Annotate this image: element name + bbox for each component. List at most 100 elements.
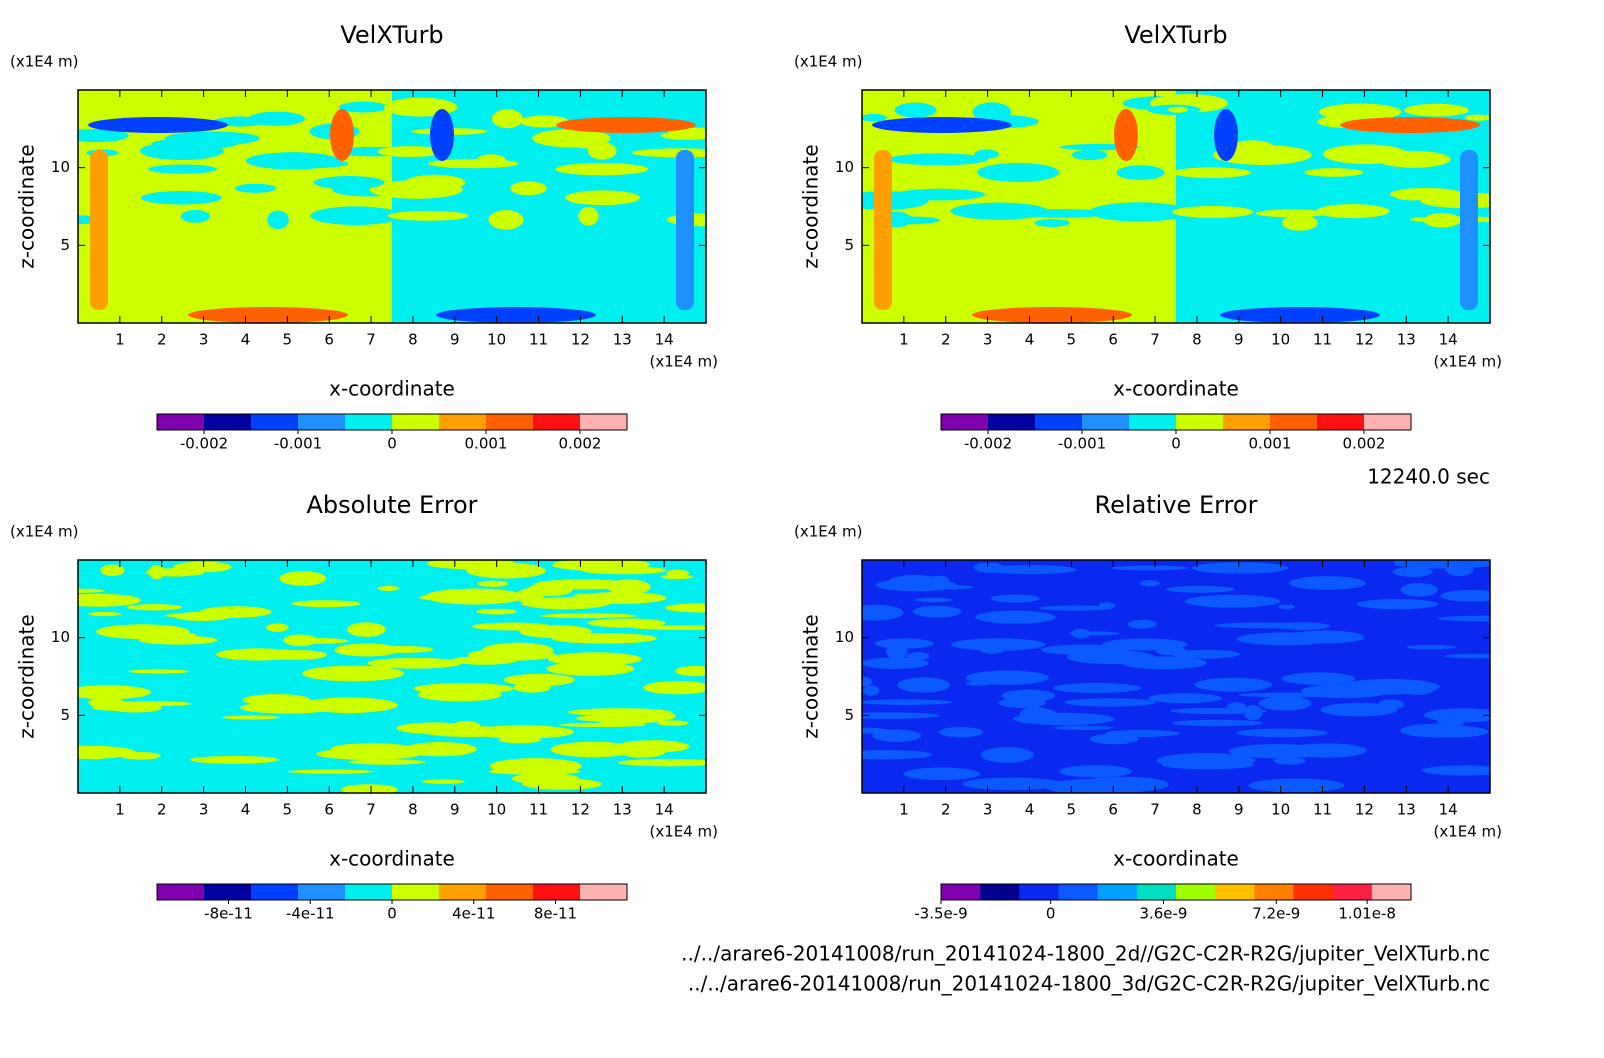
colorbar-tick-label: 7.2e-9 — [1252, 905, 1300, 923]
contour-region — [300, 697, 398, 713]
contour-region — [604, 744, 639, 755]
x-tick-label: 8 — [1192, 331, 1202, 349]
contour-region — [390, 747, 446, 755]
x-tick-label: 12 — [1355, 331, 1374, 349]
contour-region — [78, 685, 151, 700]
y-tick-label: 10 — [835, 628, 854, 646]
contour-region — [1258, 696, 1312, 711]
contour-region — [180, 209, 211, 223]
y-unit: (x1E4 m) — [794, 53, 863, 71]
colorbar-segment — [1270, 414, 1318, 430]
contour-region — [1040, 644, 1129, 656]
colorbar-segment — [1176, 884, 1216, 900]
contour-region — [862, 712, 940, 719]
contour-region — [1289, 576, 1366, 590]
contour-region — [145, 568, 205, 577]
contour-region — [1243, 705, 1263, 721]
contour-region — [1319, 103, 1402, 121]
contour-region — [221, 715, 280, 720]
contour-field — [78, 90, 706, 323]
contour-region — [346, 622, 386, 637]
contour-field — [78, 560, 706, 793]
x-tick-label: 1 — [899, 801, 909, 819]
colorbar-segment — [204, 884, 252, 900]
contour-region — [886, 644, 908, 659]
x-tick-label: 3 — [199, 331, 209, 349]
contour-region — [511, 772, 580, 785]
contour-region — [1287, 743, 1367, 758]
contour-region — [1013, 712, 1115, 726]
x-tick-label: 13 — [1397, 331, 1416, 349]
colorbar-tick-label: 0 — [1046, 905, 1056, 923]
contour-region — [147, 164, 217, 174]
contour-region — [874, 150, 892, 310]
y-tick-label: 10 — [51, 158, 70, 176]
file-path: ../../arare6-20141008/run_20141024-1800_… — [688, 972, 1490, 996]
x-tick-label: 9 — [1234, 331, 1244, 349]
colorbar-tick-label: -0.001 — [274, 435, 322, 453]
contour-region — [313, 175, 385, 190]
contour-region — [1172, 167, 1251, 178]
contour-region — [977, 162, 1060, 183]
contour-region — [234, 183, 277, 193]
contour-region — [1339, 678, 1440, 695]
contour-region — [108, 701, 192, 707]
colorbar-segment — [157, 414, 205, 430]
colorbar-segment — [486, 884, 534, 900]
colorbar-tick-label: 0.001 — [465, 435, 508, 453]
x-tick-label: 9 — [1234, 801, 1244, 819]
contour-region — [551, 633, 658, 644]
colorbar-tick-label: -0.001 — [1058, 435, 1106, 453]
colorbar-segment — [580, 414, 628, 430]
colorbar-segment — [1254, 884, 1294, 900]
contour-region — [887, 574, 943, 591]
colorbar-tick-label: 0.001 — [1249, 435, 1292, 453]
contour-region — [1400, 582, 1438, 597]
contour-region — [1156, 753, 1256, 769]
contour-region — [1236, 728, 1328, 738]
x-tick-label: 6 — [1108, 801, 1118, 819]
contour-region — [587, 142, 617, 160]
colorbar-segment — [204, 414, 252, 430]
contour-region — [330, 109, 354, 161]
contour-region — [421, 779, 466, 784]
contour-region — [1440, 589, 1490, 602]
contour-region — [188, 307, 348, 323]
contour-region — [578, 206, 599, 226]
colorbar-tick-label: 0 — [387, 435, 397, 453]
x-tick-label: 7 — [366, 801, 376, 819]
contour-region — [476, 608, 517, 615]
contour-region — [1052, 683, 1142, 694]
y-tick-label: 5 — [844, 236, 854, 254]
x-tick-label: 10 — [1271, 331, 1290, 349]
panel-title: VelXTurb — [1124, 21, 1227, 49]
contour-region — [1281, 672, 1356, 685]
x-tick-label: 14 — [655, 801, 674, 819]
contour-region — [1166, 585, 1235, 593]
contour-region — [980, 746, 1034, 763]
contour-region — [1356, 599, 1439, 610]
colorbar-segment — [1082, 414, 1130, 430]
contour-region — [972, 307, 1132, 323]
contour-region — [95, 626, 168, 636]
contour-region — [1172, 206, 1254, 218]
contour-region — [78, 745, 136, 759]
colorbar-segment — [345, 884, 393, 900]
contour-region — [551, 560, 651, 572]
contour-region — [1071, 628, 1091, 639]
contour-region — [1214, 622, 1317, 629]
contour-region — [1447, 709, 1490, 720]
contour-region — [1400, 723, 1476, 738]
colorbar-segment — [533, 884, 581, 900]
colorbar-segment — [1019, 884, 1059, 900]
contour-region — [377, 146, 445, 158]
contour-region — [90, 150, 108, 310]
contour-region — [302, 665, 405, 682]
colorbar-segment — [1129, 414, 1177, 430]
colorbar-tick-label: 3.6e-9 — [1139, 905, 1187, 923]
contour-region — [903, 767, 981, 781]
contour-region — [1194, 677, 1273, 692]
x-tick-label: 5 — [1067, 801, 1077, 819]
contour-region — [273, 158, 349, 169]
contour-region — [966, 670, 1049, 685]
